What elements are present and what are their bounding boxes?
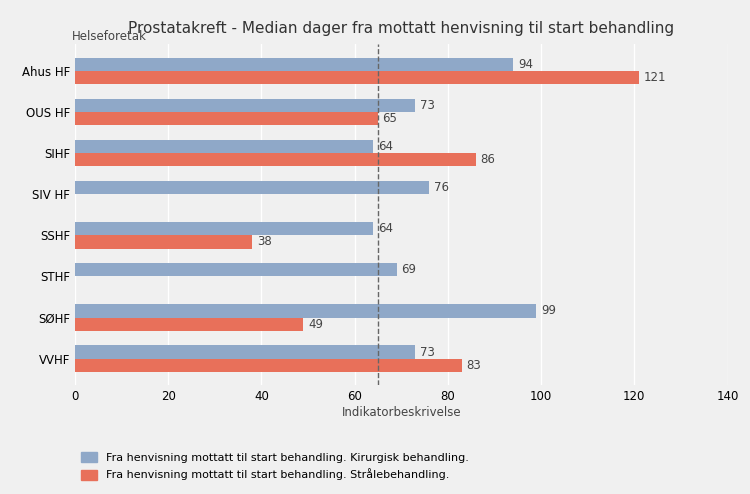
Bar — [75, 359, 462, 372]
Text: 76: 76 — [433, 181, 448, 194]
Text: 73: 73 — [420, 346, 435, 359]
Legend: Fra henvisning mottatt til start behandling. Kirurgisk behandling., Fra henvisni: Fra henvisning mottatt til start behandl… — [80, 452, 469, 481]
Text: 65: 65 — [382, 112, 398, 125]
Bar — [75, 71, 639, 84]
Bar — [75, 181, 429, 194]
Text: 94: 94 — [518, 58, 532, 71]
Text: 38: 38 — [256, 236, 272, 248]
Bar — [75, 345, 416, 359]
Title: Prostatakreft - Median dager fra mottatt henvisning til start behandling: Prostatakreft - Median dager fra mottatt… — [128, 21, 674, 37]
Text: 86: 86 — [481, 153, 495, 166]
Bar — [75, 140, 374, 153]
Text: 83: 83 — [466, 359, 482, 371]
X-axis label: Indikatorbeskrivelse: Indikatorbeskrivelse — [341, 406, 461, 419]
Bar — [75, 58, 513, 71]
Bar — [75, 112, 378, 125]
Bar — [75, 304, 536, 318]
Bar — [75, 318, 303, 330]
Text: 49: 49 — [308, 318, 323, 330]
Text: 121: 121 — [644, 71, 666, 84]
Bar — [75, 222, 374, 236]
Text: 64: 64 — [378, 140, 393, 153]
Text: 69: 69 — [401, 263, 416, 277]
Bar — [75, 153, 476, 166]
Text: Helseforetak: Helseforetak — [72, 30, 146, 43]
Text: 99: 99 — [541, 304, 556, 318]
Bar — [75, 99, 416, 112]
Text: 73: 73 — [420, 99, 435, 112]
Bar — [75, 263, 397, 277]
Text: 64: 64 — [378, 222, 393, 235]
Bar — [75, 236, 252, 248]
